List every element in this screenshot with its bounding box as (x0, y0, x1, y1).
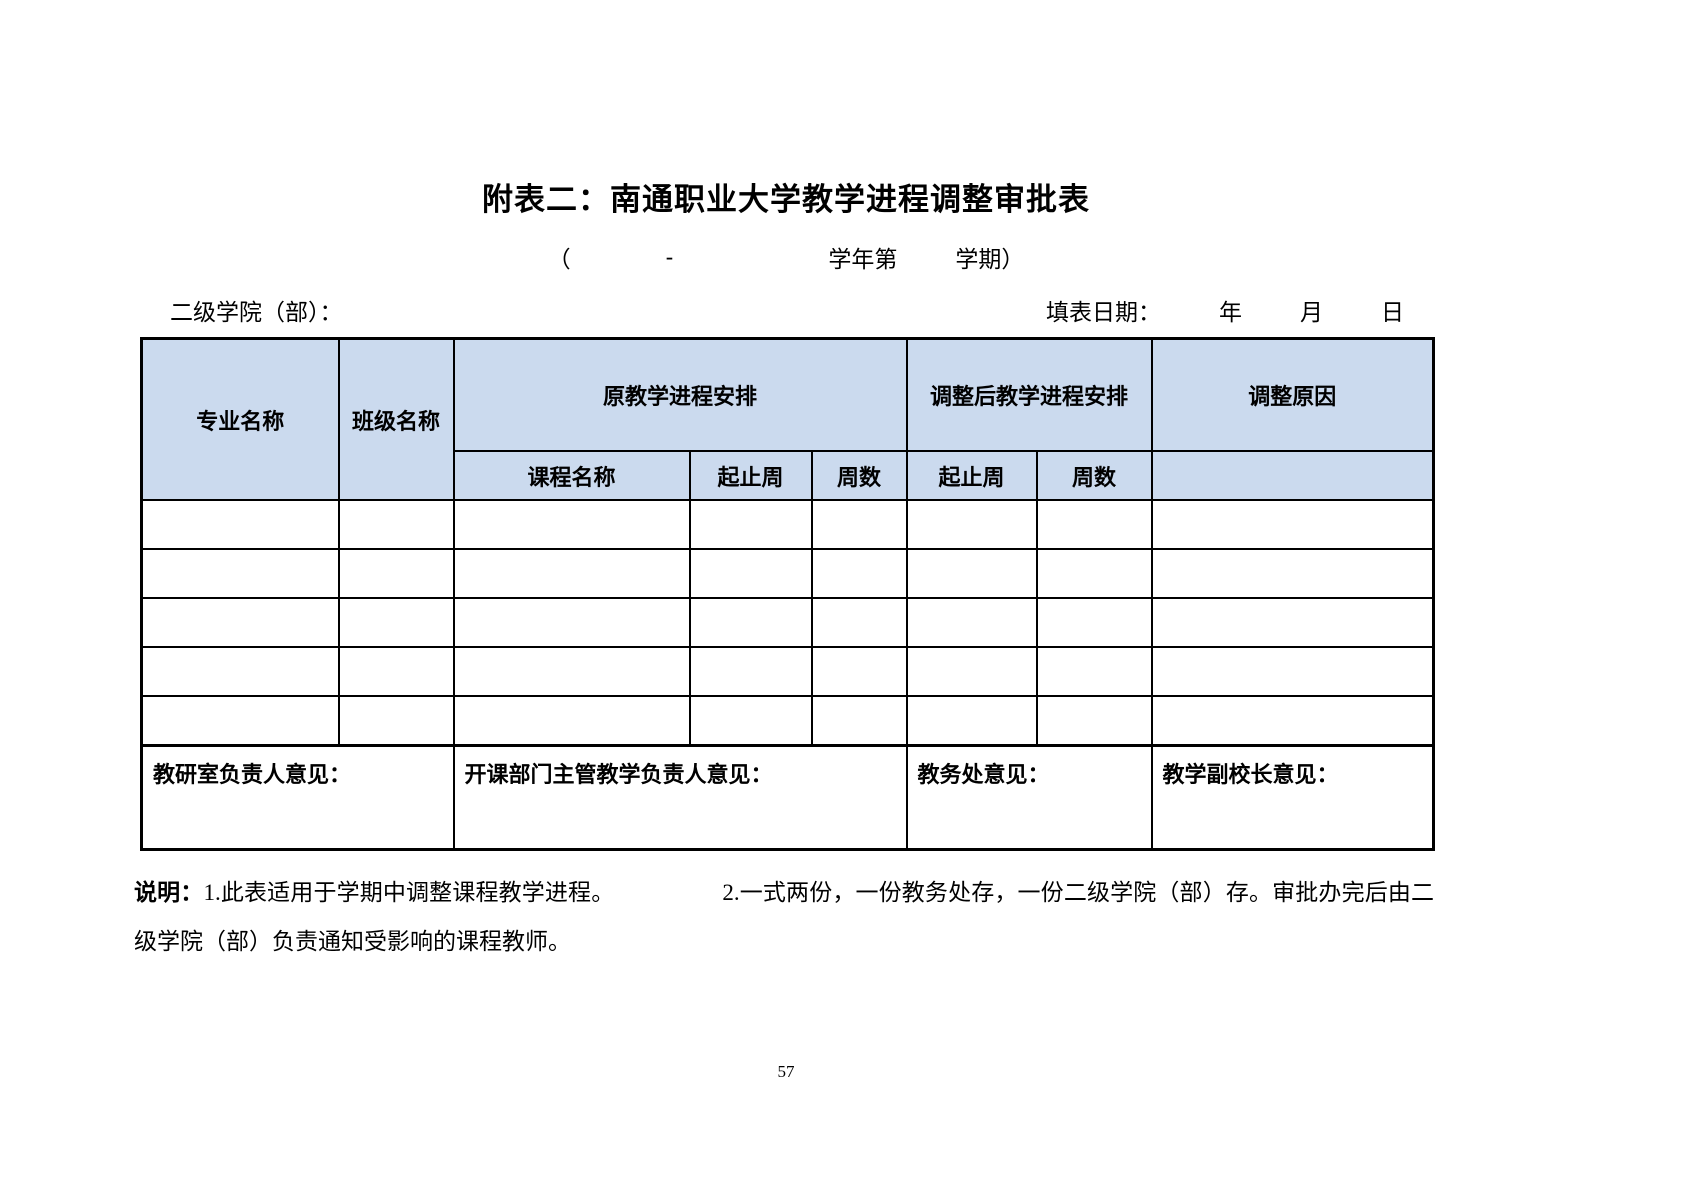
cell-course[interactable] (452, 597, 691, 648)
meta-row: 二级学院（部）： 填表日期： 年 月 日 (140, 293, 1432, 327)
header-start-end-week-original: 起止周 (688, 450, 813, 501)
header-course-name: 课程名称 (452, 450, 691, 501)
approval-form-table: 专业名称 班级名称 原教学进程安排 调整后教学进程安排 调整原因 课程名称 起止… (140, 337, 1436, 851)
document-page: 附表二：南通职业大学教学进程调整审批表 （ - 学年第 学期） 二级学院（部）：… (134, 0, 1436, 1191)
cell-start-end-week-original[interactable] (688, 695, 813, 747)
form-notes: 说明：1.此表适用于学期中调整课程教学进程。 2.一式两份，一份教务处存，一份二级… (134, 868, 1434, 966)
header-reason-sub-cell (1150, 450, 1435, 501)
cell-start-end-week-adjusted[interactable] (905, 597, 1038, 648)
opinion-vice-president-teaching[interactable]: 教学副校长意见： (1150, 744, 1435, 851)
header-adjusted-schedule-group: 调整后教学进程安排 (905, 337, 1153, 452)
cell-course[interactable] (452, 499, 691, 550)
cell-major[interactable] (140, 548, 340, 599)
cell-course[interactable] (452, 548, 691, 599)
cell-start-end-week-adjusted[interactable] (905, 646, 1038, 697)
cell-weeks-original[interactable] (810, 646, 908, 697)
cell-course[interactable] (452, 646, 691, 697)
cell-weeks-original[interactable] (810, 597, 908, 648)
header-adjust-reason: 调整原因 (1150, 337, 1435, 452)
cell-start-end-week-adjusted[interactable] (905, 695, 1038, 747)
cell-reason[interactable] (1150, 695, 1435, 747)
page-title: 附表二：南通职业大学教学进程调整审批表 (482, 182, 1090, 217)
cell-weeks-original[interactable] (810, 695, 908, 747)
table-row (140, 646, 1435, 697)
day-label: 日 (1381, 299, 1404, 325)
cell-weeks-adjusted[interactable] (1035, 499, 1153, 550)
cell-start-end-week-adjusted[interactable] (905, 499, 1038, 550)
cell-reason[interactable] (1150, 548, 1435, 599)
cell-reason[interactable] (1150, 499, 1435, 550)
cell-start-end-week-original[interactable] (688, 646, 813, 697)
cell-weeks-adjusted[interactable] (1035, 695, 1153, 747)
header-weeks-original: 周数 (810, 450, 908, 501)
note-item-1: 1.此表适用于学期中调整课程教学进程。 (203, 880, 615, 905)
opinion-teaching-research-office[interactable]: 教研室负责人意见： (140, 744, 455, 851)
subtitle-open-paren: （ (547, 246, 571, 272)
cell-class[interactable] (337, 597, 455, 648)
subtitle-dash: - (665, 243, 674, 270)
cell-reason[interactable] (1150, 646, 1435, 697)
notes-label: 说明： (134, 880, 204, 905)
cell-class[interactable] (337, 646, 455, 697)
header-weeks-adjusted: 周数 (1035, 450, 1153, 501)
header-major-name: 专业名称 (140, 337, 340, 501)
table-row (140, 597, 1435, 648)
opinion-course-department-head[interactable]: 开课部门主管教学负责人意见： (452, 744, 908, 851)
opinions-row: 教研室负责人意见： 开课部门主管教学负责人意见： 教务处意见： 教学副校长意见： (140, 744, 1435, 851)
cell-weeks-adjusted[interactable] (1035, 597, 1153, 648)
fill-date-group: 填表日期： 年 月 日 (1046, 293, 1432, 327)
cell-weeks-original[interactable] (810, 548, 908, 599)
subtitle-line: （ - 学年第 学期） (140, 240, 1432, 274)
table-row (140, 499, 1435, 550)
cell-weeks-adjusted[interactable] (1035, 548, 1153, 599)
page-number: 57 (777, 1062, 795, 1081)
cell-class[interactable] (337, 499, 455, 550)
header-start-end-week-adjusted: 起止周 (905, 450, 1038, 501)
cell-start-end-week-original[interactable] (688, 548, 813, 599)
subtitle-close-label: 学期） (955, 246, 1025, 272)
opinion-academic-affairs-office[interactable]: 教务处意见： (905, 744, 1153, 851)
header-original-schedule-group: 原教学进程安排 (452, 337, 908, 452)
month-label: 月 (1300, 299, 1323, 325)
cell-major[interactable] (140, 597, 340, 648)
table-row (140, 695, 1435, 747)
subtitle-term-label: 学年第 (828, 246, 898, 272)
cell-course[interactable] (452, 695, 691, 747)
table-row (140, 548, 1435, 599)
cell-start-end-week-original[interactable] (688, 499, 813, 550)
header-class-name: 班级名称 (337, 337, 455, 501)
cell-class[interactable] (337, 548, 455, 599)
cell-reason[interactable] (1150, 597, 1435, 648)
cell-start-end-week-original[interactable] (688, 597, 813, 648)
college-label: 二级学院（部）： (170, 299, 343, 325)
note-item-2: 2.一式两份，一份教务处存，一份二级学院（部）存。审批办完后由二级学院（部）负责… (134, 880, 1435, 954)
cell-weeks-adjusted[interactable] (1035, 646, 1153, 697)
year-label: 年 (1219, 299, 1242, 325)
cell-weeks-original[interactable] (810, 499, 908, 550)
cell-major[interactable] (140, 695, 340, 747)
cell-major[interactable] (140, 499, 340, 550)
cell-major[interactable] (140, 646, 340, 697)
cell-start-end-week-adjusted[interactable] (905, 548, 1038, 599)
date-label: 填表日期： (1046, 299, 1161, 325)
cell-class[interactable] (337, 695, 455, 747)
